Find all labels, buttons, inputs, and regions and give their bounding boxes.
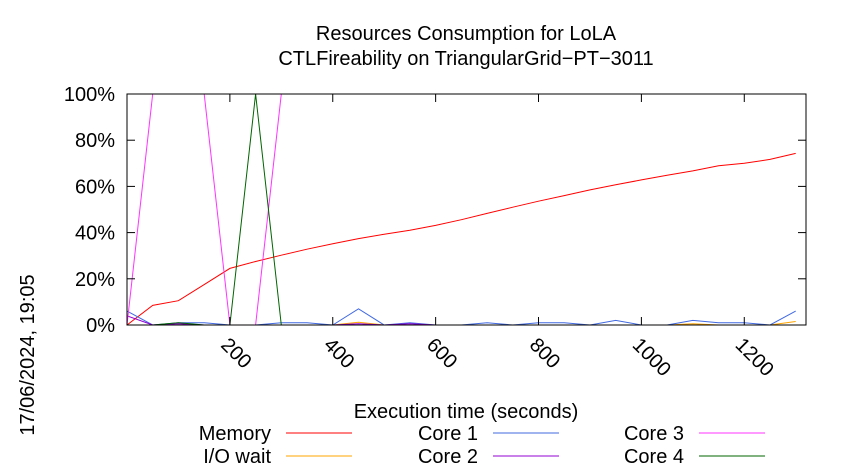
x-tick-label: 600: [422, 334, 461, 373]
legend-label: Core 3: [624, 423, 684, 445]
plot-frame: [126, 93, 807, 326]
y-tick-label: 20%: [75, 269, 115, 291]
series-line-core-1: [126, 308, 796, 326]
x-tick-label: 200: [216, 334, 255, 373]
chart-title: Resources Consumption for LoLA: [316, 23, 617, 45]
legend-label: Core 4: [624, 446, 684, 468]
y-tick-label: 60%: [75, 176, 115, 198]
x-tick-label: 400: [319, 334, 358, 373]
y-tick-label: 0%: [86, 315, 115, 337]
chart-subtitle: CTLFireability on TriangularGrid−PT−3011: [278, 48, 653, 70]
legend-label: Memory: [199, 423, 271, 445]
series-line-core-3: [126, 93, 796, 326]
series-line-memory: [126, 152, 796, 326]
x-tick-label: 1200: [731, 334, 778, 381]
series-line-core-4: [127, 93, 796, 326]
x-axis-label: Execution time (seconds): [354, 401, 579, 423]
y-tick-label: 100%: [64, 84, 115, 106]
y-tick-label: 80%: [75, 130, 115, 152]
x-tick-label: 1000: [628, 334, 675, 381]
x-tick-label: 800: [525, 334, 564, 373]
axes-layer: 0% 20% 40% 60% 80% 100% 200 400 600 800 1000 1200: [64, 84, 807, 381]
y-tick-label: 40%: [75, 223, 115, 245]
legend-label: Core 2: [418, 446, 478, 468]
timestamp-label: 17/06/2024, 19:05: [17, 274, 39, 435]
legend-label: I/O wait: [203, 446, 271, 468]
series-layer: [126, 93, 796, 326]
legend-label: Core 1: [418, 423, 478, 445]
